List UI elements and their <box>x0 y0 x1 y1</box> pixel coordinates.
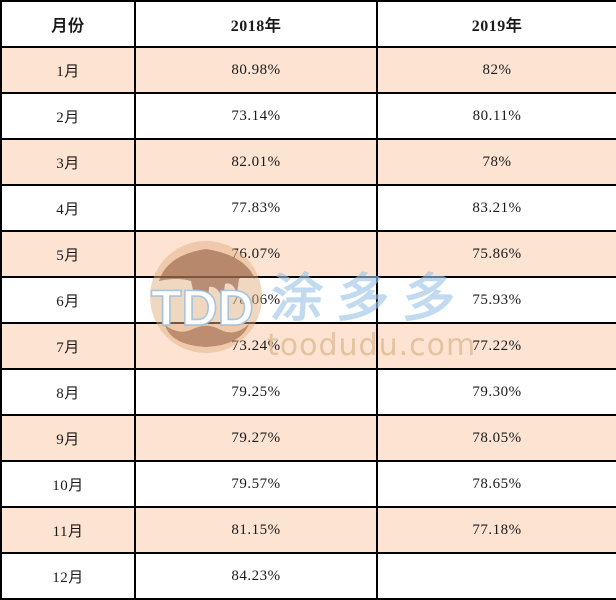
header-2019: 2019年 <box>376 0 616 48</box>
value-2019-cell: 78.05% <box>376 414 616 462</box>
table-row: 5月 76.07% 75.86% <box>0 230 616 278</box>
header-2018: 2018年 <box>134 0 378 48</box>
month-cell: 12月 <box>0 552 136 600</box>
month-cell: 5月 <box>0 230 136 278</box>
month-cell: 11月 <box>0 506 136 554</box>
table-body: 1月 80.98% 82% 2月 73.14% 80.11% 3月 82.01% 78% 4月 77… <box>0 46 616 600</box>
value-2019-cell: 80.11% <box>376 92 616 140</box>
value-2019-cell: 78.65% <box>376 460 616 508</box>
month-cell: 6月 <box>0 276 136 324</box>
value-2018-cell: 73.14% <box>134 92 378 140</box>
value-2019-cell: 83.21% <box>376 184 616 232</box>
value-2019-cell: 78% <box>376 138 616 186</box>
table-row: 4月 77.83% 83.21% <box>0 184 616 232</box>
value-2018-cell: 76.07% <box>134 230 378 278</box>
value-2018-cell: 77.83% <box>134 184 378 232</box>
table-row: 8月 79.25% 79.30% <box>0 368 616 416</box>
value-2019-cell: 79.30% <box>376 368 616 416</box>
month-cell: 1月 <box>0 46 136 94</box>
table-row: 10月 79.57% 78.65% <box>0 460 616 508</box>
value-2018-cell: 79.57% <box>134 460 378 508</box>
value-2018-cell: 78.06% <box>134 276 378 324</box>
value-2018-cell: 82.01% <box>134 138 378 186</box>
month-cell: 3月 <box>0 138 136 186</box>
value-2018-cell: 79.25% <box>134 368 378 416</box>
month-cell: 2月 <box>0 92 136 140</box>
value-2018-cell: 84.23% <box>134 552 378 600</box>
value-2018-cell: 81.15% <box>134 506 378 554</box>
table-row: 1月 80.98% 82% <box>0 46 616 94</box>
month-cell: 4月 <box>0 184 136 232</box>
value-2019-cell <box>376 552 616 600</box>
header-row: 月份 2018年 2019年 <box>0 0 616 48</box>
table-row: 9月 79.27% 78.05% <box>0 414 616 462</box>
table-row: 11月 81.15% 77.18% <box>0 506 616 554</box>
value-2019-cell: 82% <box>376 46 616 94</box>
month-cell: 7月 <box>0 322 136 370</box>
table-row: 6月 78.06% 75.93% <box>0 276 616 324</box>
value-2019-cell: 75.93% <box>376 276 616 324</box>
value-2019-cell: 77.18% <box>376 506 616 554</box>
month-cell: 9月 <box>0 414 136 462</box>
table-row: 7月 73.24% 77.22% <box>0 322 616 370</box>
value-2019-cell: 75.86% <box>376 230 616 278</box>
value-2018-cell: 79.27% <box>134 414 378 462</box>
value-2018-cell: 73.24% <box>134 322 378 370</box>
table-row: 2月 73.14% 80.11% <box>0 92 616 140</box>
table-row: 3月 82.01% 78% <box>0 138 616 186</box>
value-2019-cell: 77.22% <box>376 322 616 370</box>
month-cell: 10月 <box>0 460 136 508</box>
header-month: 月份 <box>0 0 136 48</box>
value-2018-cell: 80.98% <box>134 46 378 94</box>
month-cell: 8月 <box>0 368 136 416</box>
table-row: 12月 84.23% <box>0 552 616 600</box>
